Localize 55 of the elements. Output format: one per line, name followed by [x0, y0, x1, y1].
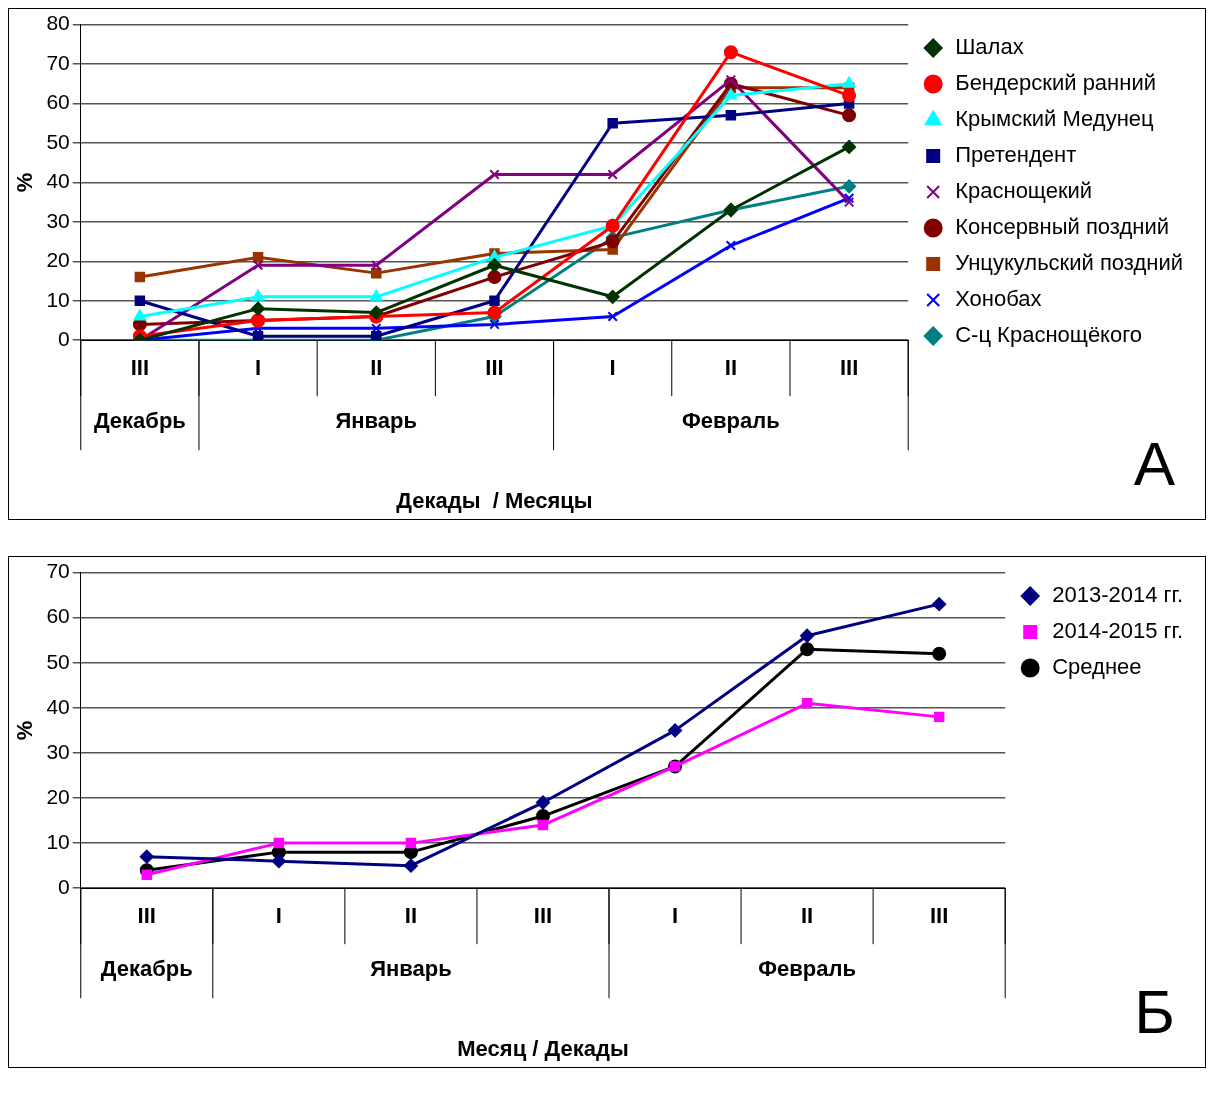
y-axis-title: %	[12, 720, 38, 741]
x-tick-label: I	[275, 903, 282, 929]
y-tick-label: 30	[46, 208, 70, 232]
x-tick-label: II	[800, 903, 814, 929]
x-axis-title: Месяц / Декады	[457, 1035, 629, 1061]
x-tick-label: I	[255, 355, 262, 381]
y-tick-label: 80	[46, 11, 70, 35]
y-tick-label: 70	[46, 50, 70, 74]
text: Январь	[370, 956, 452, 982]
legend-label: Крымский Медунец	[955, 106, 1155, 132]
y-tick-label: 20	[46, 248, 70, 272]
y-tick-label: 50	[46, 129, 70, 153]
x-tick-label: III	[839, 355, 859, 381]
x-axis-title: Декады / Месяцы	[396, 487, 593, 513]
y-tick-label: 20	[46, 784, 70, 808]
legend-label: Консервный поздний	[955, 214, 1169, 240]
y-axis-title: %	[12, 172, 38, 193]
legend-label: Хонобах	[955, 286, 1042, 312]
y-tick-label: 60	[46, 604, 70, 628]
x-tick-label: III	[137, 903, 156, 929]
legend-label: Краснощекий	[955, 178, 1093, 204]
text: Декабрь	[93, 408, 186, 434]
text: Февраль	[758, 956, 856, 982]
x-tick-label: II	[370, 355, 383, 381]
text: Б	[1134, 976, 1175, 1047]
text: Январь	[335, 408, 418, 434]
text: Декабрь	[100, 956, 193, 982]
legend-label: Претендент	[955, 142, 1077, 168]
text: Февраль	[682, 408, 780, 434]
x-tick-label: III	[930, 903, 949, 929]
x-tick-label: II	[404, 903, 418, 929]
legend-label: 2013-2014 гг.	[1052, 582, 1183, 608]
legend-label: С-ц Краснощёкого	[955, 322, 1143, 348]
legend-label: 2014-2015 гг.	[1052, 618, 1183, 644]
y-tick-label: 10	[46, 829, 70, 853]
legend-label: Бендерский ранний	[955, 70, 1156, 96]
y-tick-label: 70	[46, 559, 70, 583]
y-tick-label: 30	[46, 739, 70, 763]
x-tick-label: II	[724, 355, 737, 381]
y-tick-label: 50	[46, 649, 70, 673]
legend-label: Унцукульский поздний	[955, 250, 1183, 276]
x-tick-label: I	[671, 903, 679, 929]
y-tick-label: 0	[58, 875, 70, 898]
legend-label: Шалах	[955, 34, 1024, 60]
y-tick-label: 60	[46, 90, 70, 114]
y-tick-label: 10	[46, 287, 70, 311]
y-tick-label: 40	[46, 169, 70, 193]
x-tick-label: III	[533, 903, 553, 929]
y-tick-label: 0	[58, 327, 70, 350]
legend-label: Среднее	[1052, 654, 1142, 680]
text: А	[1133, 428, 1175, 499]
x-tick-label: I	[609, 355, 616, 381]
x-tick-label: III	[485, 355, 504, 381]
x-tick-label: III	[130, 355, 150, 381]
y-tick-label: 40	[46, 694, 70, 718]
